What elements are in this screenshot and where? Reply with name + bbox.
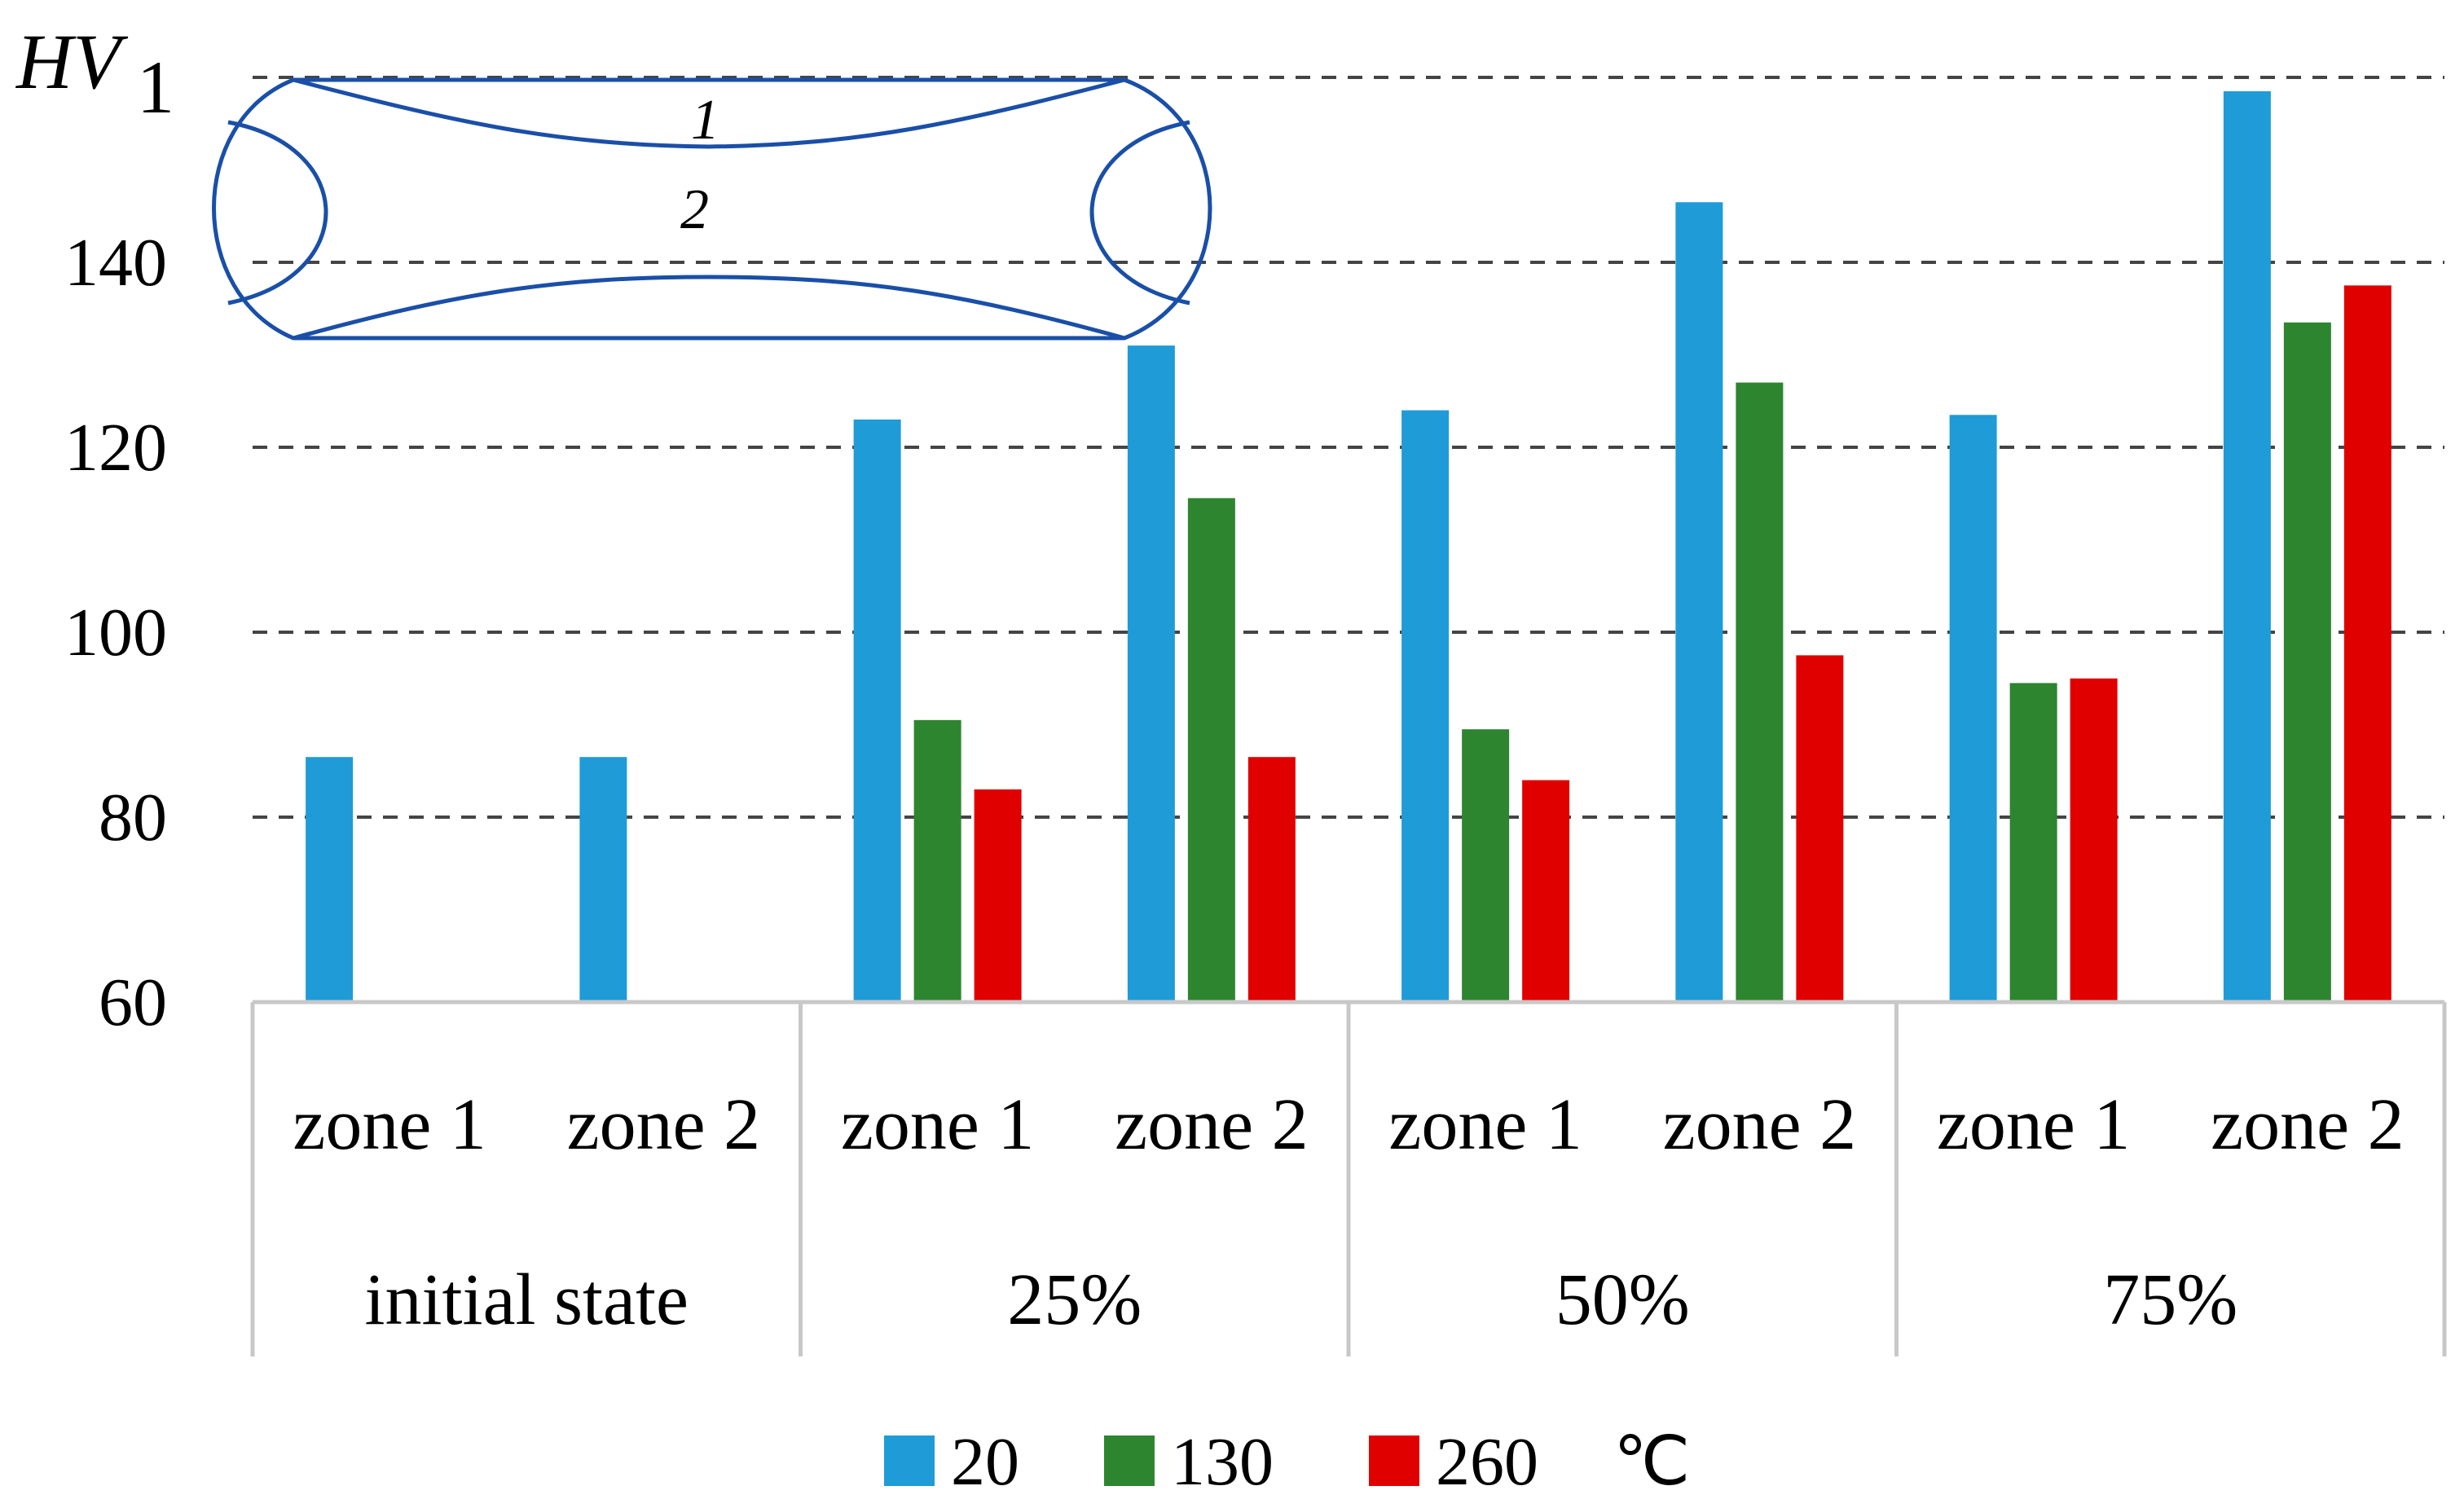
category-label: zone 2 (567, 1084, 760, 1165)
bar-260-cat-5 (1522, 780, 1570, 1002)
bar-260-cat-3 (974, 789, 1022, 1002)
bar-260-cat-8 (2343, 285, 2391, 1002)
category-label: zone 1 (1937, 1084, 2130, 1165)
right-end-arc (1089, 120, 1190, 306)
y-tick-label: 80 (99, 780, 167, 855)
y-tick-label: 60 (99, 965, 167, 1040)
legend-label-130: 130 (1171, 1424, 1274, 1500)
y-axis-label: HV (15, 18, 128, 105)
category-labels: zone 1 zone 2 initial state zone 1 zone 2 25%… (293, 1084, 2404, 1340)
group-label: 25% (1007, 1260, 1142, 1340)
bar-20-cat-5 (1401, 410, 1450, 1003)
bar-20-cat-8 (2223, 91, 2271, 1002)
group-label: 50% (1555, 1260, 1690, 1340)
inset-zone-1-label: 1 (691, 89, 719, 152)
legend-swatch-20 (884, 1435, 935, 1486)
legend-swatch-130 (1104, 1435, 1155, 1486)
group-label: initial state (365, 1260, 689, 1340)
left-end-arc (227, 120, 328, 306)
bar-20-cat-3 (853, 419, 901, 1002)
y-tick-labels: 60 80 100 120 140 (64, 225, 167, 1040)
axes (250, 1000, 2447, 1356)
zone-1-boundary (293, 77, 1125, 149)
legend-unit: ℃ (1613, 1424, 1690, 1500)
legend-label-20: 20 (951, 1424, 1019, 1500)
bar-260-cat-7 (2070, 678, 2118, 1002)
specimen-inset-diagram (212, 77, 1212, 341)
bar-130-cat-7 (2009, 683, 2057, 1002)
bar-130-cat-3 (913, 719, 961, 1002)
category-label: zone 1 (1388, 1084, 1582, 1165)
y-tick-label: 120 (64, 410, 167, 486)
bar-20-cat-7 (1949, 415, 1997, 1002)
zone-2-boundary (293, 275, 1125, 341)
bar-130-cat-4 (1187, 498, 1235, 1002)
y-tick-label: 140 (64, 225, 167, 301)
category-label: zone 1 (293, 1084, 486, 1165)
bar-20-cat-2 (579, 757, 627, 1002)
bar-130-cat-6 (1736, 382, 1784, 1002)
category-label: zone 2 (1663, 1084, 1856, 1165)
group-label: 75% (2103, 1260, 2237, 1340)
bar-260-cat-6 (1796, 655, 1844, 1002)
category-label: zone 1 (841, 1084, 1034, 1165)
legend-label-260: 260 (1436, 1424, 1538, 1500)
bars (306, 91, 2391, 1003)
bar-130-cat-8 (2283, 322, 2331, 1002)
y-tick-label: 100 (64, 595, 167, 670)
bar-20-cat-6 (1675, 202, 1723, 1003)
bar-20-cat-4 (1127, 345, 1175, 1002)
bar-260-cat-4 (1247, 757, 1296, 1002)
legend: 20 130 260 ℃ (884, 1424, 1690, 1500)
category-label: zone 2 (1115, 1084, 1308, 1165)
inset-zone-2-label: 2 (680, 178, 709, 241)
y-axis-label-subscript: 1 (137, 46, 174, 129)
bar-20-cat-1 (306, 757, 354, 1002)
bar-130-cat-5 (1462, 729, 1510, 1002)
category-label: zone 2 (2211, 1084, 2404, 1165)
legend-swatch-260 (1369, 1435, 1419, 1486)
